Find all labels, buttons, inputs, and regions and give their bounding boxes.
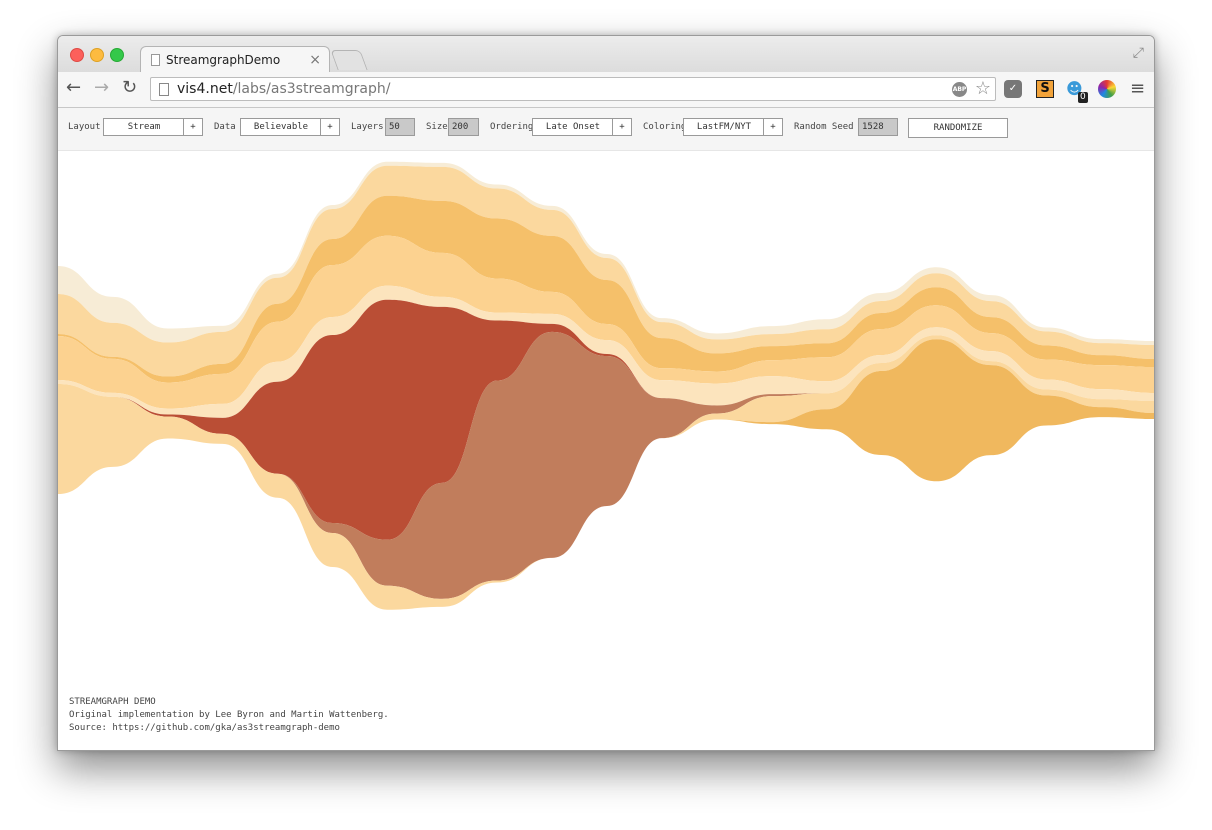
footer-source-line: Source: https://github.com/gka/as3stream… — [69, 723, 340, 733]
tab-close-icon[interactable]: × — [309, 51, 321, 68]
footer-title: STREAMGRAPH DEMO — [69, 697, 156, 707]
data-select[interactable]: Believable + — [240, 118, 340, 136]
reload-icon[interactable]: ↻ — [122, 77, 138, 98]
data-label: Data — [214, 122, 236, 132]
footer-credits: STREAMGRAPH DEMO Original implementation… — [69, 696, 389, 735]
browser-window: StreamgraphDemo × ⤢ ← → ↻ vis4.net/labs/… — [57, 35, 1155, 751]
address-bar[interactable]: vis4.net/labs/as3streamgraph/ ABP ☆ — [150, 77, 996, 101]
layout-dropdown-arrow[interactable]: + — [183, 119, 202, 135]
url-path: /labs/as3streamgraph/ — [232, 81, 391, 97]
browser-toolbar: ← → ↻ vis4.net/labs/as3streamgraph/ ABP … — [58, 72, 1154, 108]
size-label: Size — [426, 122, 448, 132]
page-viewport: Layout Stream + Data Believable + Layers… — [58, 108, 1154, 750]
url-text: vis4.net/labs/as3streamgraph/ — [177, 81, 390, 97]
stream-layer-7 — [58, 335, 1154, 610]
footer-credit-line: Original implementation by Lee Byron and… — [69, 710, 389, 720]
minimize-window-button[interactable] — [90, 48, 104, 62]
tab-title: StreamgraphDemo — [166, 52, 281, 67]
coloring-dropdown-arrow[interactable]: + — [763, 119, 782, 135]
close-window-button[interactable] — [70, 48, 84, 62]
layout-select[interactable]: Stream + — [103, 118, 203, 136]
extension-badge: 0 — [1078, 92, 1088, 103]
stream-layer-0 — [58, 161, 1154, 345]
data-value: Believable — [253, 122, 309, 132]
adblock-icon[interactable]: ABP — [952, 82, 967, 97]
s-extension-icon[interactable]: S — [1036, 80, 1054, 98]
forward-arrow-icon[interactable]: → — [94, 77, 110, 98]
page-icon — [159, 83, 169, 96]
title-bar: StreamgraphDemo × ⤢ — [58, 36, 1154, 72]
menu-hamburger-icon[interactable]: ≡ — [1130, 78, 1146, 99]
fullscreen-icon[interactable]: ⤢ — [1132, 45, 1144, 61]
controls-bar: Layout Stream + Data Believable + Layers… — [58, 108, 1154, 151]
ordering-value: Late Onset — [545, 122, 601, 132]
coloring-label: Coloring — [643, 122, 687, 132]
layers-label: Layers — [351, 122, 384, 132]
maximize-window-button[interactable] — [110, 48, 124, 62]
stream-layer-1 — [58, 165, 1154, 377]
ordering-select[interactable]: Late Onset + — [532, 118, 632, 136]
stream-layer-3 — [58, 235, 1154, 409]
tab-streamgraph[interactable]: StreamgraphDemo × — [140, 46, 330, 72]
stream-layer-5 — [58, 299, 1154, 540]
data-dropdown-arrow[interactable]: + — [320, 119, 339, 135]
stream-layer-2 — [58, 195, 1154, 383]
stream-layer-8 — [58, 339, 1154, 610]
size-input[interactable]: 200 — [448, 118, 479, 136]
pocket-extension-icon[interactable]: ✓ — [1004, 80, 1022, 98]
color-wheel-extension-icon[interactable] — [1098, 80, 1116, 98]
randomize-button[interactable]: RANDOMIZE — [908, 118, 1008, 138]
random-seed-input[interactable]: 1528 — [858, 118, 898, 136]
layout-label: Layout — [68, 122, 101, 132]
layout-value: Stream — [127, 122, 161, 132]
page-icon — [151, 53, 160, 66]
coloring-value: LastFM/NYT — [696, 122, 752, 132]
bookmark-star-icon[interactable]: ☆ — [974, 78, 991, 99]
ordering-label: Ordering — [490, 122, 534, 132]
back-arrow-icon[interactable]: ← — [66, 77, 82, 98]
new-tab-button[interactable] — [330, 50, 368, 70]
stream-layer-6 — [58, 331, 1154, 599]
layers-input[interactable]: 50 — [385, 118, 415, 136]
url-host: vis4.net — [177, 81, 233, 97]
coloring-select[interactable]: LastFM/NYT + — [683, 118, 783, 136]
ordering-dropdown-arrow[interactable]: + — [612, 119, 631, 135]
random-seed-label: Random Seed — [794, 122, 854, 132]
streamgraph-chart — [58, 161, 1154, 610]
stream-layer-4 — [58, 285, 1154, 418]
